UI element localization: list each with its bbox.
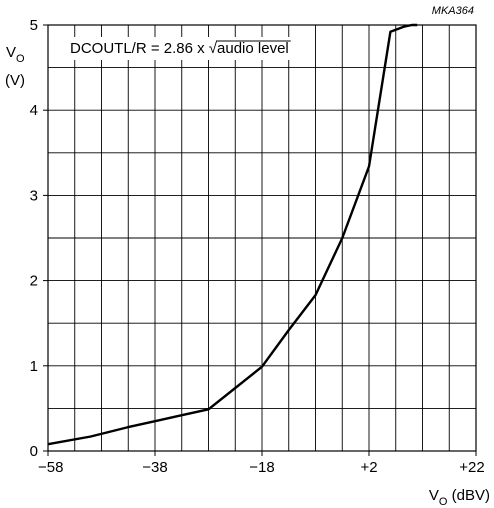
annotation-formula: DCOUTL/R = 2.86 x √audio level bbox=[70, 40, 289, 57]
y-axis-label-subscript: O bbox=[16, 53, 25, 65]
x-tick-label: +2 bbox=[360, 459, 377, 476]
y-axis-unit: (V) bbox=[5, 72, 25, 89]
annotation-radicand: audio level bbox=[217, 40, 289, 57]
x-tick-label: +22 bbox=[459, 459, 484, 476]
y-axis-label-main: V bbox=[6, 44, 16, 61]
y-tick-label: 5 bbox=[30, 17, 38, 34]
grid-lines bbox=[48, 25, 476, 451]
annotation-radical: √ bbox=[209, 40, 218, 57]
annotation-background bbox=[66, 37, 293, 60]
reference-code: MKA364 bbox=[432, 5, 474, 17]
x-tick-label: −38 bbox=[142, 459, 167, 476]
x-tick-label: −18 bbox=[249, 459, 274, 476]
axis-ticks: 0 1 2 3 4 5 −58 −38 −18 +2 +22 bbox=[30, 17, 485, 476]
y-tick-label: 4 bbox=[30, 102, 38, 119]
y-tick-label: 2 bbox=[30, 273, 38, 290]
x-axis-unit-text: (dBV) bbox=[452, 487, 490, 504]
y-tick-label: 1 bbox=[30, 358, 38, 375]
series-layer bbox=[47, 23, 418, 446]
y-tick-label: 3 bbox=[30, 187, 38, 204]
x-axis-label: VO (dBV) bbox=[429, 487, 490, 508]
y-axis-label: VO bbox=[6, 44, 25, 65]
y-tick-label: 0 bbox=[30, 443, 38, 460]
x-axis-label-subscript: O bbox=[439, 496, 448, 508]
x-axis-label-main: V bbox=[429, 487, 439, 504]
x-tick-label: −58 bbox=[38, 459, 63, 476]
annotation-prefix: DCOUTL/R = 2.86 x bbox=[70, 40, 209, 57]
series-line-1 bbox=[47, 23, 418, 446]
